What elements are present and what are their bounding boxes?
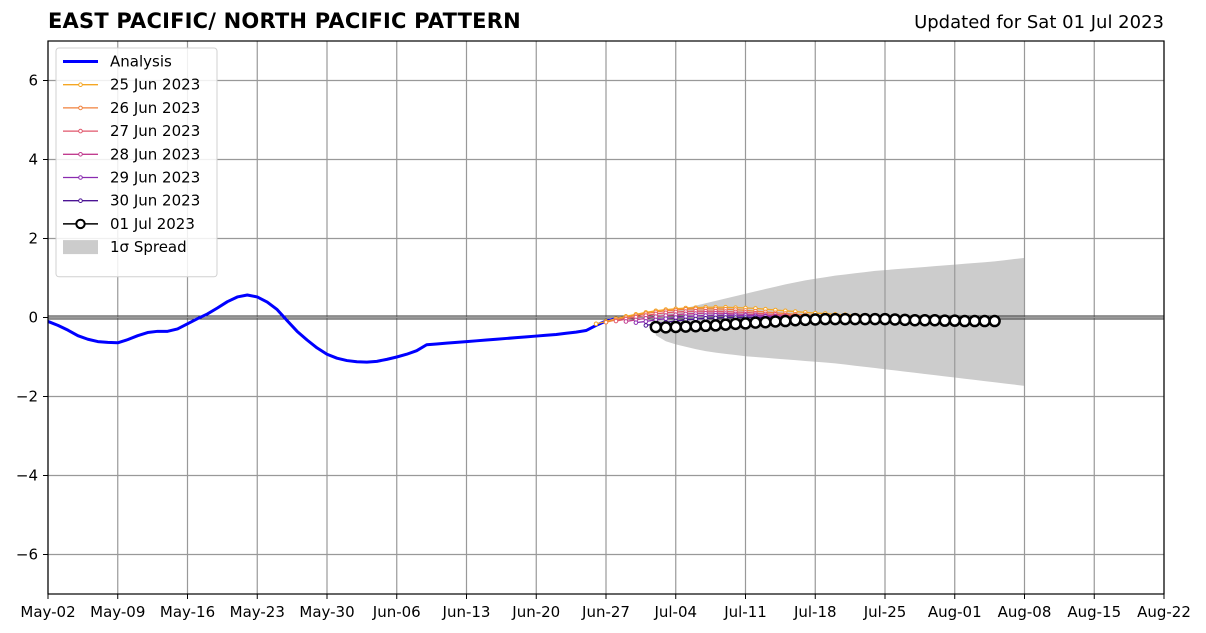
legend-marker	[78, 82, 83, 87]
forecast-point	[928, 314, 942, 327]
forecast-point	[679, 320, 692, 333]
forecast-point	[709, 319, 722, 332]
x-tick-label: May-30	[299, 603, 354, 621]
y-tick-label: 6	[28, 72, 38, 90]
tick-layer: May-02 May-09 May-16 May-23 May-30 Jun-06 Jun-…	[16, 72, 1191, 622]
legend-marker	[78, 198, 83, 203]
legend-marker	[78, 128, 83, 134]
y-tick-label: 4	[28, 151, 38, 169]
legend-label: 29 Jun 2023	[110, 169, 200, 187]
forecast-point	[838, 312, 852, 326]
y-tick-label: −4	[16, 467, 38, 485]
forecast-point	[739, 317, 752, 330]
forecast-point	[948, 314, 961, 327]
x-tick-label: May-02	[20, 603, 75, 621]
x-tick-label: Aug-08	[998, 603, 1052, 621]
forecast-point	[729, 317, 742, 331]
forecast-point	[908, 314, 922, 327]
forecast-point	[958, 314, 971, 328]
x-tick-label: Jun-27	[581, 603, 630, 621]
forecast-point	[669, 320, 682, 334]
legend-marker	[78, 175, 83, 180]
y-tick-label: −6	[16, 546, 38, 564]
legend-marker	[78, 152, 83, 157]
forecast-point	[888, 313, 902, 326]
forecast-point	[779, 314, 792, 328]
forecast-point	[988, 314, 1001, 328]
x-tick-label: Aug-01	[928, 603, 982, 621]
x-tick-label: Aug-15	[1067, 603, 1121, 621]
forecast-point	[593, 321, 599, 327]
forecast-point	[643, 319, 649, 324]
forecast-point	[759, 315, 772, 329]
x-tick-label: Jun-20	[511, 603, 560, 621]
legend-label: 27 Jun 2023	[110, 122, 200, 140]
legend-swatch	[63, 240, 98, 255]
forecast-point	[918, 314, 932, 327]
forecast-point	[613, 318, 619, 324]
x-tick-label: Jul-25	[863, 603, 907, 621]
forecast-point	[968, 314, 981, 328]
y-tick-label: 2	[28, 230, 38, 248]
forecast-point	[649, 320, 663, 334]
x-tick-label: May-09	[90, 603, 145, 621]
forecast-point	[809, 313, 822, 326]
legend-label: 30 Jun 2023	[110, 192, 200, 210]
legend-marker	[75, 218, 86, 230]
legend-label: 28 Jun 2023	[110, 145, 200, 163]
legend-marker	[78, 105, 83, 111]
forecast-point	[643, 323, 649, 328]
forecast-point	[789, 314, 802, 327]
legend-label: 26 Jun 2023	[110, 99, 200, 117]
updated-date: Updated for Sat 01 Jul 2023	[914, 12, 1164, 33]
forecast-point	[633, 320, 639, 325]
forecast-point	[623, 319, 629, 324]
x-tick-label: Aug-22	[1137, 603, 1191, 621]
series-layer	[47, 293, 1001, 364]
y-tick-label: 0	[28, 309, 38, 327]
x-tick-label: Jul-11	[723, 603, 767, 621]
forecast-point	[868, 312, 882, 326]
forecast-point	[818, 312, 832, 326]
x-tick-label: May-16	[160, 603, 215, 621]
forecast-point	[689, 319, 702, 333]
forecast-point	[799, 313, 812, 327]
legend-box	[55, 47, 218, 278]
legend: Analysis 25 Jun 2023 26 Jun 2023 27 Jun 202…	[55, 47, 218, 278]
legend-label: Analysis	[110, 53, 172, 71]
forecast-point	[603, 319, 609, 325]
legend-label: 1σ Spread	[110, 238, 187, 256]
forecast-point	[769, 315, 782, 328]
x-tick-label: Jun-06	[372, 603, 421, 621]
y-tick-label: −2	[16, 388, 38, 406]
chart-title: EAST PACIFIC/ NORTH PACIFIC PATTERN	[48, 9, 521, 33]
forecast-point	[828, 312, 842, 326]
analysis-line	[47, 293, 626, 364]
forecast-point	[898, 313, 912, 327]
forecast-point	[848, 312, 862, 326]
forecast-point	[878, 312, 892, 326]
x-tick-label: Jun-13	[442, 603, 491, 621]
legend-label: 25 Jun 2023	[110, 76, 200, 94]
forecast-point	[978, 314, 991, 328]
forecast-point	[659, 321, 673, 334]
x-tick-label: May-23	[230, 603, 285, 621]
x-tick-label: Jul-04	[653, 603, 697, 621]
forecast-point	[699, 319, 712, 333]
forecast-point	[749, 316, 762, 329]
forecast-point	[938, 314, 952, 327]
x-tick-label: Jul-18	[793, 603, 837, 621]
forecast-point	[858, 312, 872, 326]
forecast-point	[719, 318, 732, 331]
legend-label: 01 Jul 2023	[110, 215, 195, 233]
